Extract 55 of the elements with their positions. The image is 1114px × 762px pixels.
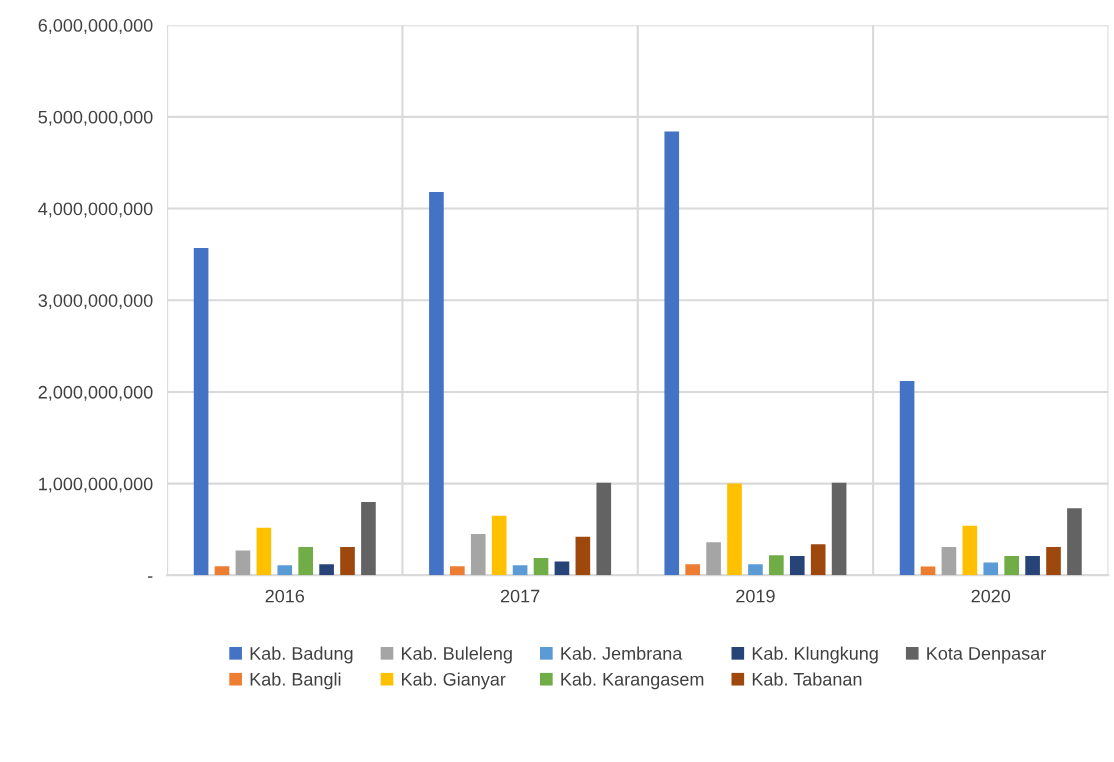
- bar: [769, 555, 784, 576]
- x-tick-label: 2017: [500, 589, 540, 603]
- legend-label: Kab. Tabanan: [752, 672, 862, 686]
- bar: [512, 565, 528, 576]
- bar: [235, 550, 251, 576]
- y-tick-label: 1,000,000,000: [39, 477, 153, 493]
- bar: [214, 566, 230, 576]
- bar: [533, 557, 549, 576]
- legend-label: Kab. Bangli: [250, 672, 341, 690]
- bar: [450, 566, 465, 576]
- x-tick-label: 2019: [736, 589, 775, 603]
- bar: [277, 565, 293, 576]
- bar: [983, 562, 999, 576]
- y-tick-label: 4,000,000,000: [38, 202, 153, 218]
- bar: [727, 483, 742, 576]
- bar: [1025, 556, 1040, 576]
- bar: [554, 561, 570, 576]
- bar: [491, 515, 507, 576]
- bar: [664, 131, 680, 576]
- bar: [193, 247, 209, 576]
- bar: [685, 564, 700, 576]
- bar: [470, 534, 486, 576]
- y-tick-label: 3,000,000,000: [38, 294, 153, 310]
- x-tick-label: 2020: [971, 589, 1011, 603]
- bar: [340, 546, 355, 576]
- bar: [831, 482, 847, 576]
- bar: [810, 544, 826, 576]
- bar: [962, 525, 978, 576]
- bar: [319, 564, 334, 576]
- legend-label: Kab. Buleleng: [402, 646, 512, 664]
- legend-label: Kab. Karangasem: [561, 672, 704, 690]
- bar: [429, 192, 444, 576]
- bar: [1046, 546, 1061, 576]
- y-tick-label: -: [148, 576, 153, 578]
- bar: [256, 527, 272, 576]
- legend-label: Kab. Badung: [250, 646, 353, 664]
- bar: [575, 536, 591, 576]
- bar: [706, 542, 721, 576]
- bar: [941, 546, 957, 576]
- legend-label: Kab. Klungkung: [752, 646, 878, 664]
- bar: [1067, 508, 1082, 576]
- legend-label: Kota Denpasar: [927, 647, 1046, 664]
- bar: [596, 482, 612, 576]
- x-tick-label: 2016: [265, 589, 305, 603]
- legend-label: Kab. Gianyar: [402, 672, 506, 690]
- y-tick-label: 2,000,000,000: [38, 385, 153, 401]
- y-tick-label: 5,000,000,000: [38, 110, 153, 126]
- bar: [789, 556, 805, 576]
- y-tick-label: 6,000,000,000: [38, 19, 153, 34]
- bar: [298, 546, 314, 576]
- legend-label: Kab. Jembrana: [561, 646, 683, 660]
- bar: [748, 564, 763, 576]
- bar: [899, 380, 915, 576]
- bar: [1004, 556, 1019, 576]
- bar: [361, 501, 376, 576]
